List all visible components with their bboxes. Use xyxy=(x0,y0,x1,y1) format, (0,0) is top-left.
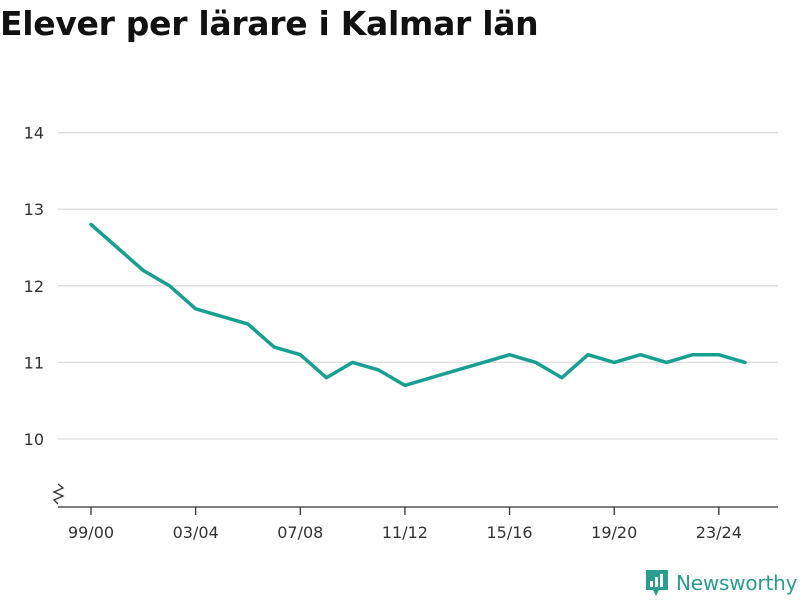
x-tick-label: 15/16 xyxy=(487,523,533,542)
series-layer xyxy=(89,222,747,388)
axis-break-icon xyxy=(52,483,65,505)
x-tick-label: 99/00 xyxy=(68,523,114,542)
y-tick-label: 11 xyxy=(24,353,44,372)
y-tick-label: 10 xyxy=(24,430,44,449)
x-tick-label: 07/08 xyxy=(277,523,323,542)
data-point xyxy=(141,268,145,272)
data-point xyxy=(377,368,381,372)
data-point xyxy=(246,322,250,326)
x-tick-label: 23/24 xyxy=(696,523,742,542)
data-point xyxy=(298,353,302,357)
data-point xyxy=(481,360,485,364)
bar-chart-icon xyxy=(646,570,668,596)
data-point xyxy=(194,307,198,311)
gridlines xyxy=(58,131,778,440)
y-axis-ticks: 10 11 12 13 14 xyxy=(24,124,44,449)
data-point xyxy=(743,360,747,364)
brand-name: Newsworthy xyxy=(676,571,798,595)
data-point xyxy=(167,284,171,288)
y-tick-label: 13 xyxy=(24,200,44,219)
data-point xyxy=(220,314,224,318)
data-point xyxy=(508,353,512,357)
x-tick-label: 19/20 xyxy=(591,523,637,542)
data-point xyxy=(691,353,695,357)
chart-title: Elever per lärare i Kalmar län xyxy=(0,4,539,43)
x-tick-label: 03/04 xyxy=(173,523,219,542)
data-point xyxy=(429,376,433,380)
data-point xyxy=(586,353,590,357)
y-tick-label: 12 xyxy=(24,277,44,296)
x-axis: 99/00 03/04 07/08 11/12 15/16 19/20 23/24 xyxy=(52,483,778,542)
data-point xyxy=(272,345,276,349)
data-point xyxy=(665,360,669,364)
x-tick-label: 11/12 xyxy=(382,523,428,542)
data-point xyxy=(560,376,564,380)
data-point xyxy=(403,383,407,387)
data-point xyxy=(717,353,721,357)
data-point xyxy=(612,360,616,364)
brand-logo: Newsworthy xyxy=(644,568,797,598)
data-point xyxy=(455,368,459,372)
series-line-0 xyxy=(89,222,747,388)
data-point xyxy=(89,223,93,227)
data-point xyxy=(115,246,119,250)
data-point xyxy=(534,360,538,364)
data-point xyxy=(638,353,642,357)
data-point xyxy=(351,360,355,364)
y-tick-label: 14 xyxy=(24,124,44,143)
data-point xyxy=(324,376,328,380)
